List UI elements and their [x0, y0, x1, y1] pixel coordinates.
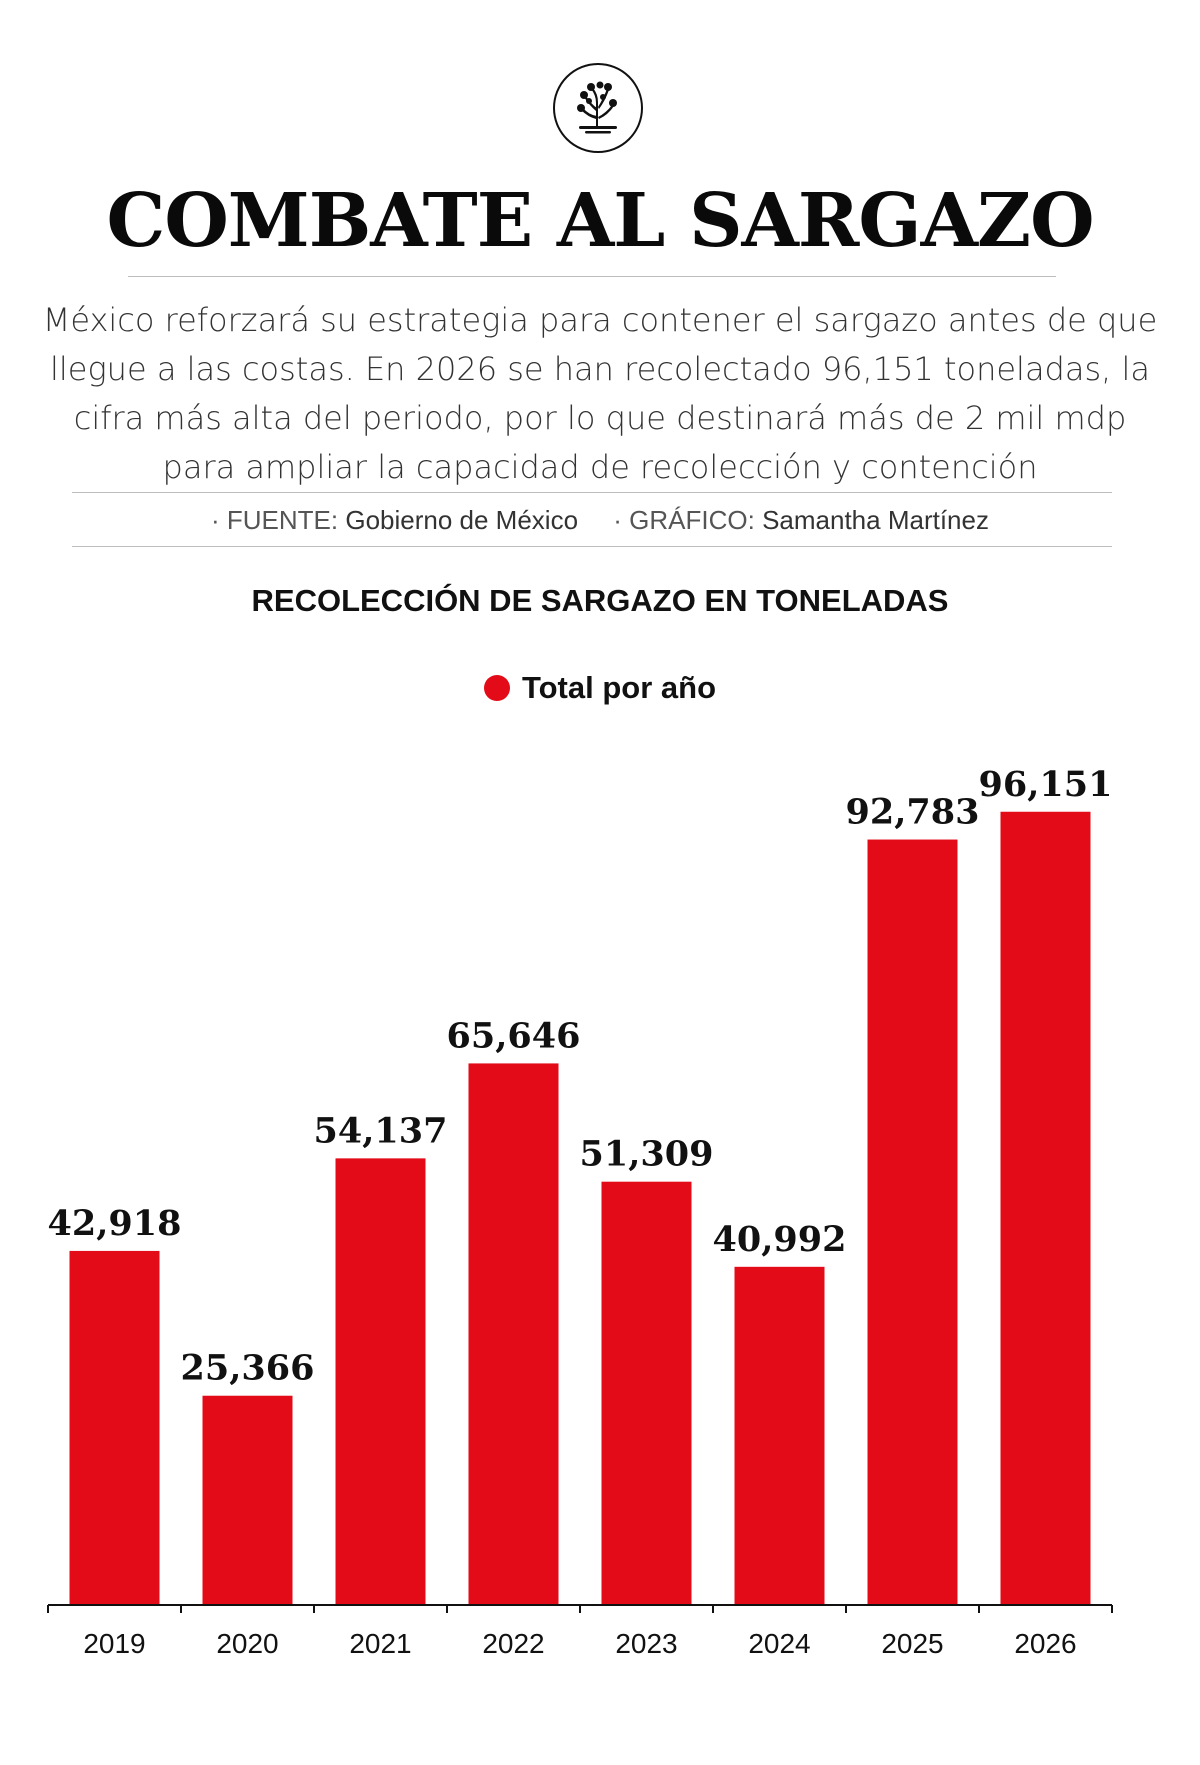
sargassum-logo — [553, 63, 643, 153]
graphic-label: · GRÁFICO: — [613, 505, 755, 535]
bar-2023 — [601, 1181, 692, 1605]
bar-2020 — [202, 1395, 293, 1605]
chart-legend: Total por año — [0, 670, 1200, 706]
data-label-2025: 92,783 — [846, 792, 980, 833]
data-label-2019: 42,918 — [48, 1203, 182, 1244]
x-tick-label-2026: 2026 — [1014, 1628, 1076, 1659]
bar-2024 — [734, 1266, 825, 1605]
data-label-2026: 96,151 — [979, 764, 1113, 805]
data-label-2021: 54,137 — [314, 1110, 448, 1151]
data-label-2022: 65,646 — [447, 1015, 581, 1056]
sargassum-seaweed-icon — [577, 81, 617, 134]
credits-bottom-divider — [72, 546, 1112, 547]
chart-title: RECOLECCIÓN DE SARGAZO EN TONELADAS — [251, 583, 949, 618]
source-label: · FUENTE: — [211, 505, 339, 535]
description-text: México reforzará su estrategia para cont… — [42, 301, 1158, 486]
data-label-2024: 40,992 — [713, 1219, 847, 1260]
x-tick-label-2020: 2020 — [216, 1628, 278, 1659]
title-divider — [128, 276, 1056, 277]
data-label-2023: 51,309 — [580, 1134, 714, 1175]
data-label-2020: 25,366 — [181, 1348, 315, 1389]
x-tick-label-2024: 2024 — [748, 1628, 810, 1659]
bar-2022 — [468, 1063, 559, 1605]
x-tick-label-2025: 2025 — [881, 1628, 943, 1659]
credits-line: · FUENTE: Gobierno de México · GRÁFICO: … — [0, 505, 1200, 536]
x-tick-label-2022: 2022 — [482, 1628, 544, 1659]
bar-2026 — [1000, 811, 1091, 1605]
bar-2021 — [335, 1158, 426, 1605]
bar-2019 — [69, 1250, 160, 1605]
bar-2025 — [867, 839, 958, 1605]
bar-chart: 42,918 2019 25,366 2020 54,137 2021 65,646 2022… — [47, 764, 1113, 1659]
legend-label: Total por año — [521, 670, 717, 705]
credits-top-divider — [72, 492, 1112, 493]
source-value: Gobierno de México — [345, 505, 579, 535]
page-title: COMBATE AL SARGAZO — [106, 178, 1094, 264]
legend-swatch — [483, 675, 510, 701]
x-tick-label-2021: 2021 — [349, 1628, 411, 1659]
x-tick-label-2023: 2023 — [615, 1628, 677, 1659]
graphic-value: Samantha Martínez — [762, 505, 989, 535]
x-tick-label-2019: 2019 — [83, 1628, 145, 1659]
